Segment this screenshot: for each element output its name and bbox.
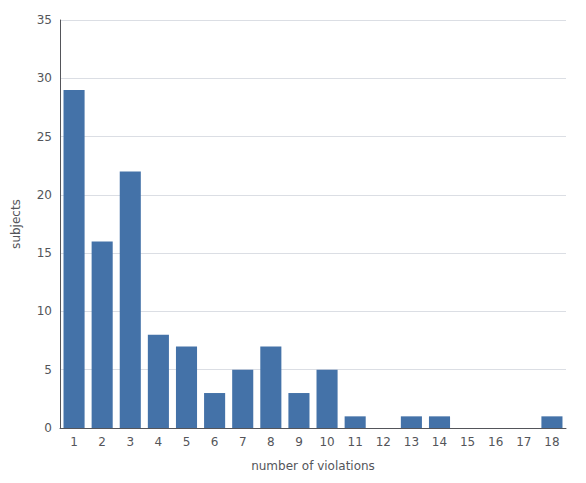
svg-text:9: 9: [295, 435, 303, 449]
svg-text:subjects: subjects: [9, 199, 23, 249]
svg-text:30: 30: [37, 71, 52, 85]
svg-text:1: 1: [70, 435, 78, 449]
svg-text:4: 4: [155, 435, 163, 449]
svg-text:20: 20: [37, 188, 52, 202]
svg-text:14: 14: [432, 435, 447, 449]
svg-text:13: 13: [404, 435, 419, 449]
svg-text:5: 5: [44, 363, 52, 377]
svg-text:10: 10: [319, 435, 334, 449]
svg-text:25: 25: [37, 130, 52, 144]
svg-text:6: 6: [211, 435, 219, 449]
svg-text:0: 0: [44, 421, 52, 435]
svg-text:2: 2: [98, 435, 106, 449]
svg-text:17: 17: [516, 435, 531, 449]
svg-text:15: 15: [37, 246, 52, 260]
svg-text:8: 8: [267, 435, 275, 449]
svg-text:5: 5: [183, 435, 191, 449]
svg-text:10: 10: [37, 304, 52, 318]
svg-text:18: 18: [544, 435, 559, 449]
svg-text:7: 7: [239, 435, 247, 449]
svg-text:number of violations: number of violations: [251, 459, 375, 473]
svg-text:3: 3: [126, 435, 134, 449]
svg-text:16: 16: [488, 435, 503, 449]
svg-text:11: 11: [348, 435, 363, 449]
svg-text:15: 15: [460, 435, 475, 449]
svg-text:12: 12: [376, 435, 391, 449]
svg-text:35: 35: [37, 13, 52, 27]
